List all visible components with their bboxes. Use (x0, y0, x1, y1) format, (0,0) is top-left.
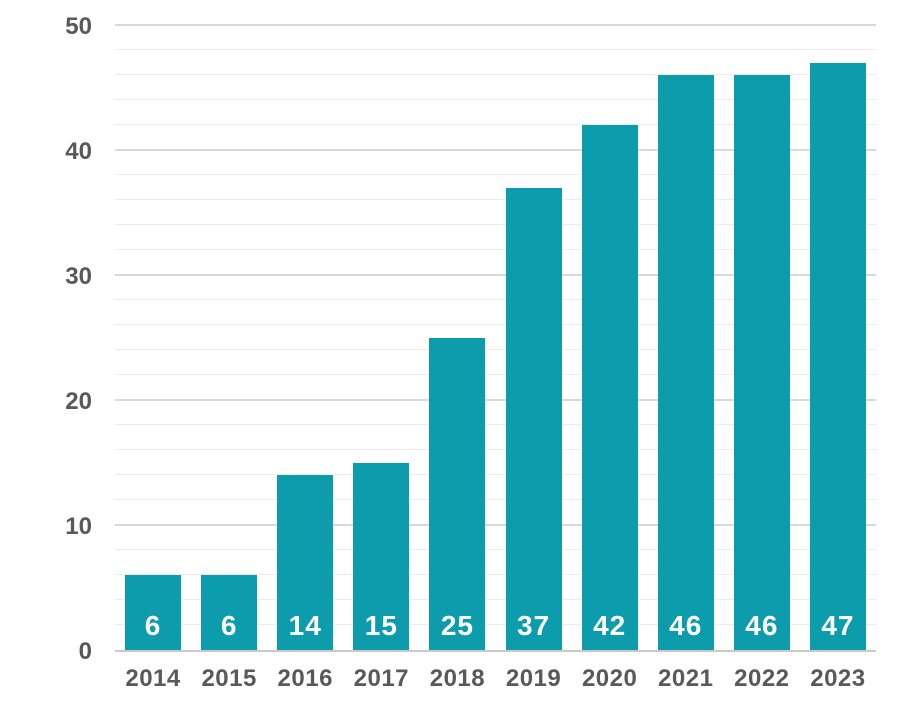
bar-2022: 46 (733, 75, 790, 650)
x-tick-label-2017: 2017 (353, 665, 410, 692)
y-tick-label-30: 30 (65, 263, 92, 290)
x-tick-label-2019: 2019 (505, 665, 562, 692)
minor-gridline-32 (115, 249, 876, 250)
bar-value-label-2019: 37 (516, 610, 551, 641)
bar-2021: 46 (657, 75, 714, 650)
bar-value-label-2021: 46 (669, 610, 703, 641)
minor-gridline-14 (115, 474, 876, 475)
x-tick-label-2016: 2016 (277, 665, 333, 692)
x-tick-label-2021: 2021 (658, 665, 714, 692)
bar-2015: 6 (201, 575, 258, 650)
x-axis: 2014 2015 2016 2017 2018 2019 2020 2021 2022 2023 (115, 663, 876, 695)
x-tick-label-2022: 2022 (734, 665, 790, 692)
bar-value-label-2023: 47 (821, 610, 855, 641)
bar-value-label-2022: 46 (745, 610, 779, 641)
major-gridline-30 (115, 274, 876, 276)
bars: 6 6 14 15 25 37 42 46 46 47 (115, 27, 876, 650)
minor-gridline-44 (115, 99, 876, 100)
x-tick-label-2020: 2020 (581, 665, 638, 692)
minor-gridline-46 (115, 74, 876, 75)
minor-gridline-16 (115, 449, 876, 450)
minor-gridline-24 (115, 349, 876, 350)
major-gridline-50 (115, 24, 876, 26)
bar-value-label-2015: 6 (220, 610, 238, 641)
bar-2020: 42 (581, 125, 638, 650)
y-tick-label-0: 0 (78, 638, 92, 665)
minor-gridline-38 (115, 174, 876, 175)
major-gridline-20 (115, 399, 876, 401)
bar-2017: 15 (353, 462, 410, 650)
bar-2019: 37 (505, 187, 562, 650)
minor-gridline-22 (115, 374, 876, 375)
bar-value-label-2016: 14 (288, 610, 322, 641)
major-gridline-40 (115, 149, 876, 151)
bar-2023: 47 (809, 62, 866, 650)
bar-2014: 6 (125, 575, 182, 650)
y-tick-label-50: 50 (65, 13, 92, 40)
minor-gridline-34 (115, 224, 876, 225)
minor-gridline-48 (115, 49, 876, 50)
bar-2018: 25 (429, 337, 486, 650)
major-gridline-10 (115, 524, 876, 526)
minor-gridline-28 (115, 299, 876, 300)
x-tick-label-2023: 2023 (810, 665, 866, 692)
x-tick-label-2014: 2014 (125, 665, 181, 692)
x-tick-label-2015: 2015 (201, 665, 257, 692)
minor-gridline-36 (115, 199, 876, 200)
minor-gridline-26 (115, 324, 876, 325)
minor-gridline-12 (115, 499, 876, 500)
y-axis: 0 10 20 30 40 50 (0, 14, 92, 665)
plot-area: 6 6 14 15 25 37 42 46 46 47 (115, 24, 876, 652)
bar-2016: 14 (277, 475, 334, 650)
y-tick-label-40: 40 (65, 138, 92, 165)
bar-value-label-2018: 25 (440, 610, 475, 641)
bar-value-label-2020: 42 (593, 610, 627, 641)
y-tick-label-10: 10 (65, 513, 92, 540)
minor-gridline-4 (115, 599, 876, 600)
x-tick-label-2018: 2018 (429, 665, 486, 692)
minor-gridline-42 (115, 124, 876, 125)
minor-gridline-2 (115, 624, 876, 625)
bar-value-label-2014: 6 (144, 610, 162, 641)
minor-gridline-8 (115, 549, 876, 550)
y-tick-label-20: 20 (65, 388, 92, 415)
minor-gridline-6 (115, 574, 876, 575)
minor-gridline-18 (115, 424, 876, 425)
bar-value-label-2017: 15 (364, 610, 398, 641)
gridlines (115, 24, 876, 650)
